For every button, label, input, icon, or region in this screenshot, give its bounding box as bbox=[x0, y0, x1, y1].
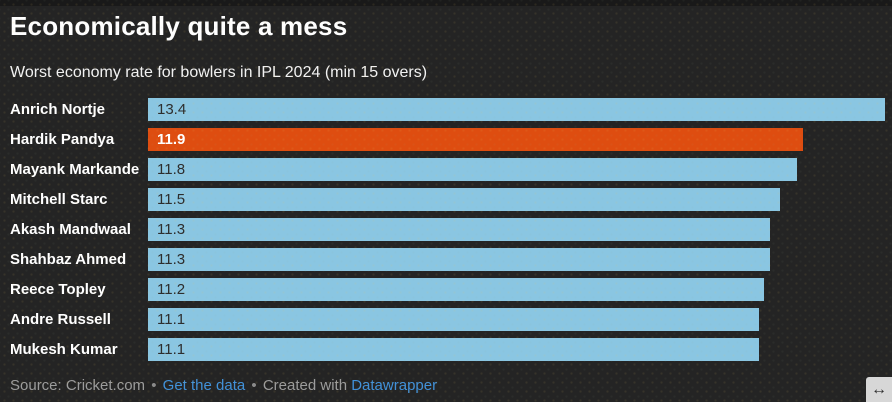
bar-label: Anrich Nortje bbox=[10, 101, 106, 119]
bar-value: 11.8 bbox=[157, 161, 186, 179]
horizontal-resize-arrow-icon: ↔ bbox=[871, 380, 887, 398]
bar-track: 11.3 bbox=[148, 218, 885, 242]
bar-track: 11.9 bbox=[148, 128, 885, 152]
bar-label: Reece Topley bbox=[10, 281, 106, 299]
get-the-data-link[interactable]: Get the data bbox=[162, 377, 246, 394]
bar-value: 11.3 bbox=[157, 221, 186, 239]
separator-dot: • bbox=[251, 377, 257, 394]
bar-value: 11.3 bbox=[157, 251, 186, 269]
resize-handle[interactable]: ↔ bbox=[866, 377, 892, 402]
chart-row: Reece Topley 11.2 bbox=[10, 275, 885, 305]
bar-label: Hardik Pandya bbox=[10, 131, 115, 149]
bar: 11.8 bbox=[148, 158, 797, 182]
created-with-text: Created with bbox=[262, 377, 348, 394]
bar: 11.3 bbox=[148, 248, 770, 272]
bar-value: 11.1 bbox=[157, 341, 186, 359]
chart-row: Mayank Markande 11.8 bbox=[10, 155, 885, 185]
bar-value: 13.4 bbox=[157, 101, 187, 119]
bar-track: 11.5 bbox=[148, 188, 885, 212]
bar: 11.9 bbox=[148, 128, 803, 152]
chart-row: Anrich Nortje 13.4 bbox=[10, 95, 885, 125]
bar-chart: Anrich Nortje 13.4 Hardik Pandya 11.9 Mayank… bbox=[10, 95, 885, 365]
bar: 13.4 bbox=[148, 98, 885, 122]
bar-track: 11.3 bbox=[148, 248, 885, 272]
bar-label: Mukesh Kumar bbox=[10, 341, 118, 359]
bar-label: Akash Mandwaal bbox=[10, 221, 131, 239]
bar: 11.1 bbox=[148, 338, 759, 362]
separator-dot: • bbox=[151, 377, 157, 394]
chart-subtitle: Worst economy rate for bowlers in IPL 20… bbox=[10, 63, 428, 81]
bar-track: 13.4 bbox=[148, 98, 885, 122]
bar-label: Mitchell Starc bbox=[10, 191, 108, 209]
chart-header: Economically quite a mess Worst economy … bbox=[0, 0, 892, 82]
chart-title: Economically quite a mess bbox=[10, 11, 348, 41]
footer: Source: Cricket.com • Get the data • Cre… bbox=[10, 377, 437, 394]
chart-row: Mukesh Kumar 11.1 bbox=[10, 335, 885, 365]
bar-track: 11.1 bbox=[148, 338, 885, 362]
bar-track: 11.1 bbox=[148, 308, 885, 332]
bar: 11.5 bbox=[148, 188, 781, 212]
bar-label: Andre Russell bbox=[10, 311, 111, 329]
bar-value: 11.5 bbox=[157, 191, 186, 209]
bar: 11.2 bbox=[148, 278, 764, 302]
chart-row: Akash Mandwaal 11.3 bbox=[10, 215, 885, 245]
bar: 11.3 bbox=[148, 218, 770, 242]
chart-row: Shahbaz Ahmed 11.3 bbox=[10, 245, 885, 275]
chart-row: Mitchell Starc 11.5 bbox=[10, 185, 885, 215]
chart-row: Andre Russell 11.1 bbox=[10, 305, 885, 335]
bar-label: Mayank Markande bbox=[10, 161, 140, 179]
bar-track: 11.8 bbox=[148, 158, 885, 182]
bar-track: 11.2 bbox=[148, 278, 885, 302]
bar-value: 11.9 bbox=[157, 131, 186, 149]
chart-row: Hardik Pandya 11.9 bbox=[10, 125, 885, 155]
top-edge-strip bbox=[0, 0, 892, 6]
bar: 11.1 bbox=[148, 308, 759, 332]
source-text: Source: Cricket.com bbox=[10, 377, 146, 394]
bar-value: 11.2 bbox=[157, 281, 186, 299]
datawrapper-link[interactable]: Datawrapper bbox=[351, 377, 438, 394]
bar-value: 11.1 bbox=[157, 311, 186, 329]
bar-label: Shahbaz Ahmed bbox=[10, 251, 127, 269]
